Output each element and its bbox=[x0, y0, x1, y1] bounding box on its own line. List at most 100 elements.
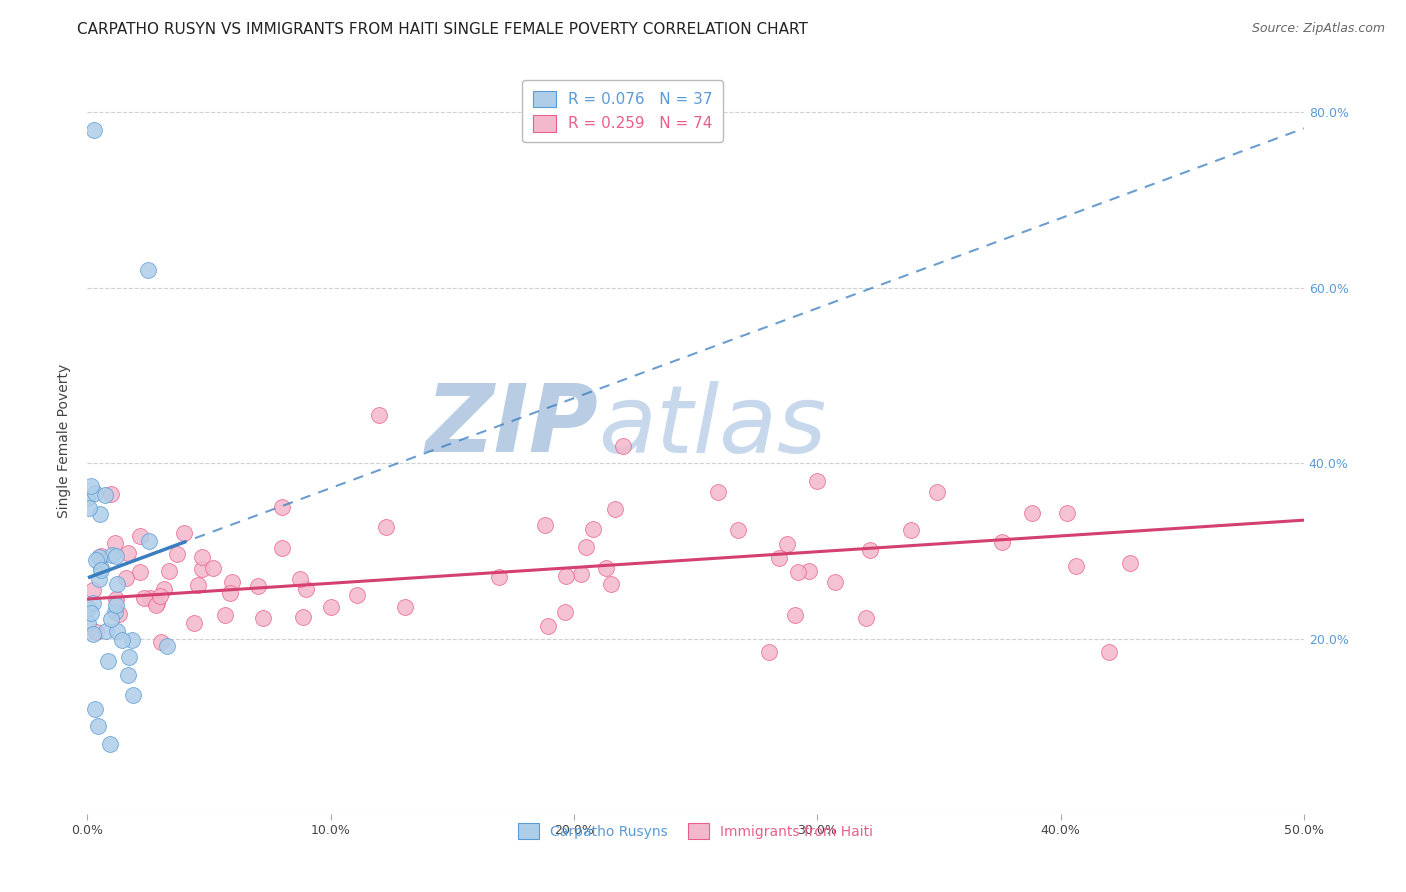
Point bbox=[727, 523, 749, 537]
Point bbox=[129, 528, 152, 542]
Point bbox=[319, 599, 342, 614]
Point bbox=[153, 582, 176, 596]
Point bbox=[105, 577, 128, 591]
Point bbox=[394, 600, 416, 615]
Point bbox=[288, 572, 311, 586]
Point bbox=[83, 701, 105, 715]
Point bbox=[221, 575, 243, 590]
Point bbox=[488, 569, 510, 583]
Point bbox=[173, 526, 195, 541]
Point bbox=[90, 561, 112, 575]
Point bbox=[84, 553, 107, 567]
Point bbox=[82, 627, 104, 641]
Point bbox=[97, 654, 120, 668]
Point bbox=[214, 607, 236, 622]
Point bbox=[146, 596, 169, 610]
Point bbox=[768, 551, 790, 566]
Legend: Carpatho Rusyns, Immigrants from Haiti: Carpatho Rusyns, Immigrants from Haiti bbox=[512, 818, 879, 844]
Point bbox=[87, 719, 110, 733]
Point bbox=[149, 589, 172, 603]
Point bbox=[1066, 558, 1088, 573]
Point bbox=[187, 578, 209, 592]
Point bbox=[149, 635, 172, 649]
Point bbox=[100, 612, 122, 626]
Point bbox=[111, 632, 134, 647]
Point bbox=[191, 562, 214, 576]
Text: ZIP: ZIP bbox=[426, 380, 598, 472]
Point bbox=[104, 598, 127, 612]
Point bbox=[157, 565, 180, 579]
Point bbox=[797, 565, 820, 579]
Point bbox=[787, 565, 810, 579]
Point bbox=[100, 487, 122, 501]
Point bbox=[108, 607, 131, 622]
Point bbox=[121, 633, 143, 648]
Y-axis label: Single Female Poverty: Single Female Poverty bbox=[58, 364, 72, 518]
Point bbox=[183, 616, 205, 631]
Point bbox=[368, 408, 391, 422]
Point bbox=[595, 561, 617, 575]
Point bbox=[115, 571, 138, 585]
Point bbox=[534, 518, 557, 533]
Point bbox=[855, 610, 877, 624]
Point bbox=[138, 533, 160, 548]
Point bbox=[89, 507, 111, 521]
Point bbox=[117, 667, 139, 681]
Point bbox=[1119, 556, 1142, 570]
Point bbox=[218, 586, 240, 600]
Point bbox=[84, 624, 107, 639]
Point bbox=[96, 624, 118, 639]
Point bbox=[77, 501, 100, 516]
Point bbox=[1021, 506, 1043, 520]
Point bbox=[117, 649, 139, 664]
Point bbox=[252, 611, 274, 625]
Point bbox=[537, 618, 560, 632]
Point bbox=[575, 540, 598, 554]
Point bbox=[554, 605, 576, 619]
Point bbox=[84, 485, 107, 500]
Point bbox=[270, 500, 292, 514]
Point bbox=[1056, 506, 1078, 520]
Point bbox=[80, 479, 103, 493]
Point bbox=[80, 607, 103, 621]
Point bbox=[925, 485, 948, 500]
Point bbox=[87, 549, 110, 564]
Point bbox=[90, 549, 112, 563]
Point bbox=[101, 549, 124, 563]
Point bbox=[374, 520, 396, 534]
Point bbox=[103, 536, 125, 550]
Point bbox=[105, 624, 128, 639]
Point bbox=[612, 439, 634, 453]
Point bbox=[582, 522, 605, 536]
Point bbox=[292, 610, 315, 624]
Point bbox=[599, 576, 621, 591]
Point bbox=[603, 502, 626, 516]
Point bbox=[346, 588, 368, 602]
Point bbox=[76, 616, 98, 631]
Point bbox=[991, 534, 1014, 549]
Point bbox=[707, 485, 730, 500]
Point bbox=[1098, 645, 1121, 659]
Point bbox=[87, 572, 110, 586]
Text: atlas: atlas bbox=[598, 381, 827, 472]
Point bbox=[202, 560, 225, 574]
Point bbox=[77, 601, 100, 615]
Point bbox=[117, 546, 139, 560]
Point bbox=[90, 563, 112, 577]
Point bbox=[776, 537, 799, 551]
Point bbox=[569, 567, 592, 582]
Point bbox=[121, 688, 143, 702]
Text: Source: ZipAtlas.com: Source: ZipAtlas.com bbox=[1251, 22, 1385, 36]
Point bbox=[138, 591, 160, 606]
Point bbox=[83, 123, 105, 137]
Point bbox=[145, 599, 167, 613]
Point bbox=[294, 582, 316, 596]
Point bbox=[105, 549, 128, 563]
Point bbox=[555, 568, 578, 582]
Point bbox=[246, 579, 269, 593]
Point bbox=[104, 591, 127, 606]
Point bbox=[156, 639, 179, 653]
Point bbox=[271, 541, 294, 556]
Point bbox=[82, 596, 104, 610]
Point bbox=[128, 566, 150, 580]
